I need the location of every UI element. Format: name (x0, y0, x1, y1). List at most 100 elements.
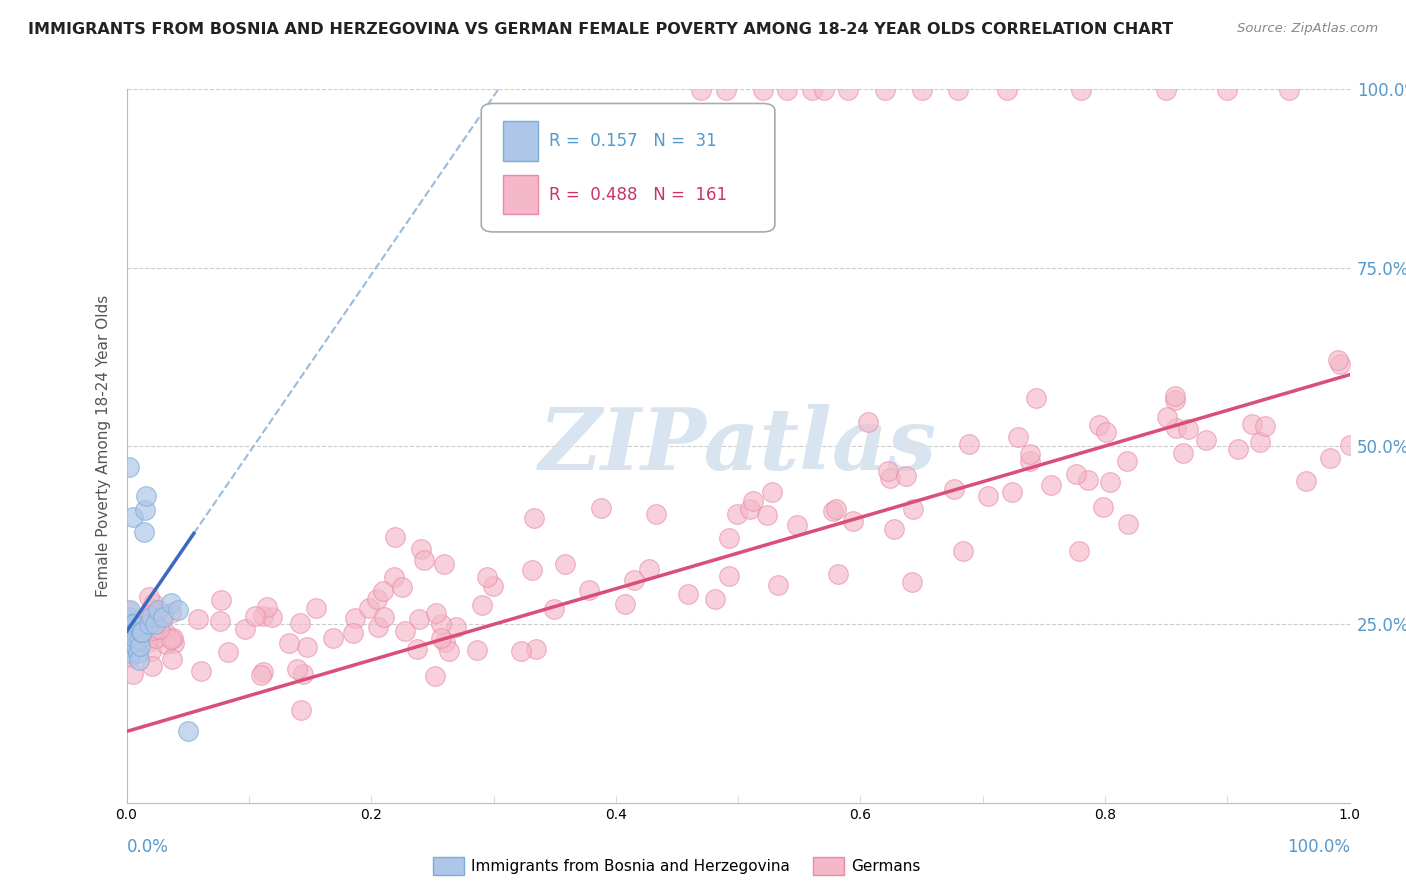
Point (1064, 467, 1087, 481)
Text: Source: ZipAtlas.com: Source: ZipAtlas.com (1237, 22, 1378, 36)
Point (858, 415, 880, 429)
FancyBboxPatch shape (481, 103, 775, 232)
Point (177, 724, 200, 739)
Point (149, 629, 172, 643)
Point (142, 596, 165, 610)
Point (256, 599, 278, 614)
Point (1001, 484, 1024, 499)
Point (145, 631, 167, 645)
Point (142, 623, 165, 637)
Point (155, 637, 177, 651)
Point (1164, 393, 1187, 408)
Point (465, 643, 488, 657)
Point (1278, 83, 1301, 97)
Point (437, 643, 460, 657)
Point (322, 631, 344, 645)
Point (740, 502, 762, 516)
Point (1116, 517, 1139, 532)
Point (153, 625, 176, 640)
Point (824, 502, 846, 516)
Point (430, 616, 453, 631)
Point (134, 503, 156, 517)
Point (278, 636, 301, 650)
Point (132, 524, 155, 539)
Point (120, 603, 142, 617)
Point (138, 607, 160, 622)
Y-axis label: Female Poverty Among 18-24 Year Olds: Female Poverty Among 18-24 Year Olds (96, 295, 111, 597)
Point (1115, 454, 1137, 468)
Point (122, 667, 145, 681)
Point (477, 570, 499, 584)
Point (1070, 83, 1092, 97)
Point (139, 601, 162, 615)
Point (589, 501, 612, 516)
Point (717, 531, 740, 545)
Point (127, 613, 149, 627)
Point (430, 631, 453, 645)
Point (160, 652, 183, 666)
Point (1095, 425, 1118, 439)
Text: IMMIGRANTS FROM BOSNIA AND HERZEGOVINA VS GERMAN FEMALE POVERTY AMONG 18-24 YEAR: IMMIGRANTS FROM BOSNIA AND HERZEGOVINA V… (28, 22, 1173, 37)
Point (1019, 454, 1042, 468)
Point (118, 635, 141, 649)
Point (245, 609, 267, 624)
Bar (503, 121, 537, 161)
Point (120, 617, 142, 632)
Point (366, 592, 388, 607)
Point (411, 541, 433, 556)
Point (554, 557, 576, 571)
Point (167, 603, 190, 617)
Text: R =  0.488   N =  161: R = 0.488 N = 161 (548, 186, 727, 203)
Point (406, 642, 429, 657)
Point (1039, 478, 1062, 492)
Point (800, 83, 823, 97)
Point (952, 543, 974, 558)
Point (761, 485, 783, 500)
Point (290, 616, 312, 631)
Point (408, 611, 430, 625)
Bar (503, 175, 537, 214)
Point (827, 567, 849, 582)
Point (879, 471, 901, 485)
Point (741, 493, 763, 508)
Point (894, 469, 917, 483)
Point (613, 597, 636, 611)
Point (295, 640, 318, 655)
Text: 100.0%: 100.0% (1286, 838, 1350, 856)
Point (717, 569, 740, 583)
Point (948, 83, 970, 97)
Point (373, 610, 395, 624)
Point (260, 610, 283, 624)
Point (877, 464, 900, 478)
Point (725, 507, 748, 521)
Point (187, 611, 209, 625)
Point (138, 617, 160, 632)
Point (1156, 83, 1178, 97)
Point (382, 570, 405, 584)
Point (911, 83, 934, 97)
Point (1025, 391, 1047, 405)
Point (342, 625, 364, 640)
Point (1339, 438, 1361, 452)
Point (122, 617, 145, 632)
Point (129, 639, 152, 653)
Point (776, 83, 799, 97)
Point (139, 643, 162, 657)
Point (120, 640, 142, 655)
Point (1249, 434, 1271, 449)
Point (520, 563, 543, 577)
Point (359, 601, 381, 615)
Point (127, 646, 149, 660)
Point (1019, 447, 1042, 461)
Point (471, 599, 494, 613)
Point (139, 610, 162, 624)
Point (704, 592, 727, 607)
Point (343, 610, 366, 624)
Point (1195, 433, 1218, 447)
Point (391, 580, 413, 594)
Point (755, 508, 778, 523)
Point (138, 590, 160, 604)
Point (162, 631, 184, 645)
Point (1226, 442, 1249, 456)
Point (252, 665, 274, 679)
